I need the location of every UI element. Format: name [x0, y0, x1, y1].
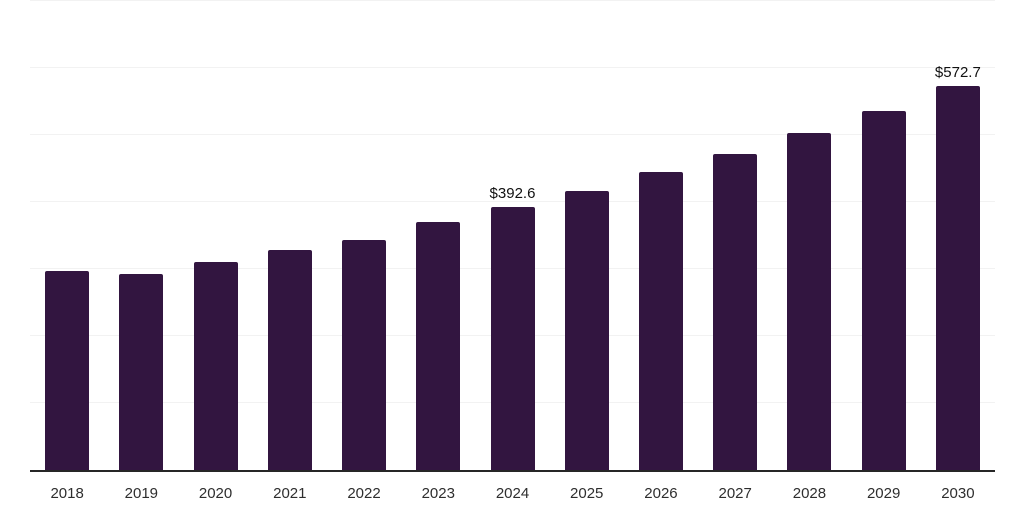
x-tick-label-2021: 2021 — [273, 485, 307, 502]
bar-2021 — [267, 249, 312, 470]
gridline — [30, 134, 995, 135]
data-label-2024: $392.6 — [489, 184, 536, 202]
x-axis: 2018 2019 2020 2021 2022 2023 2024 2025 2026 2027… — [30, 485, 995, 505]
bar-2024 — [490, 206, 535, 470]
bar-2026 — [638, 172, 683, 470]
bar-2030 — [935, 86, 980, 470]
bar-2022 — [342, 239, 387, 470]
gridline — [30, 67, 995, 68]
gridline — [30, 0, 995, 1]
bar-2028 — [787, 132, 832, 470]
x-tick-label-2024: 2024 — [495, 485, 530, 502]
x-tick-label-2018: 2018 — [50, 485, 84, 502]
x-tick-label-2028: 2028 — [792, 485, 827, 502]
plot-area: $392.6 $572.7 — [30, 0, 995, 472]
x-tick-label-2030: 2030 — [941, 485, 975, 502]
bar-2027 — [713, 154, 758, 470]
x-tick-label-2026: 2026 — [644, 485, 678, 502]
bar-2023 — [416, 221, 461, 470]
x-tick-label-2022: 2022 — [347, 485, 381, 502]
gridline — [30, 201, 995, 202]
bar-2029 — [861, 110, 906, 470]
bar-2020 — [193, 262, 238, 470]
bar-2018 — [45, 271, 90, 470]
x-tick-label-2023: 2023 — [421, 485, 455, 502]
x-axis-line — [30, 470, 995, 472]
bar-2025 — [564, 190, 609, 470]
bar-2019 — [119, 273, 164, 470]
x-tick-label-2019: 2019 — [124, 485, 159, 502]
data-label-2030: $572.7 — [934, 64, 981, 82]
x-tick-label-2020: 2020 — [198, 485, 233, 502]
x-tick-label-2029: 2029 — [866, 485, 901, 502]
x-tick-label-2027: 2027 — [718, 485, 752, 502]
x-tick-label-2025: 2025 — [570, 485, 604, 502]
